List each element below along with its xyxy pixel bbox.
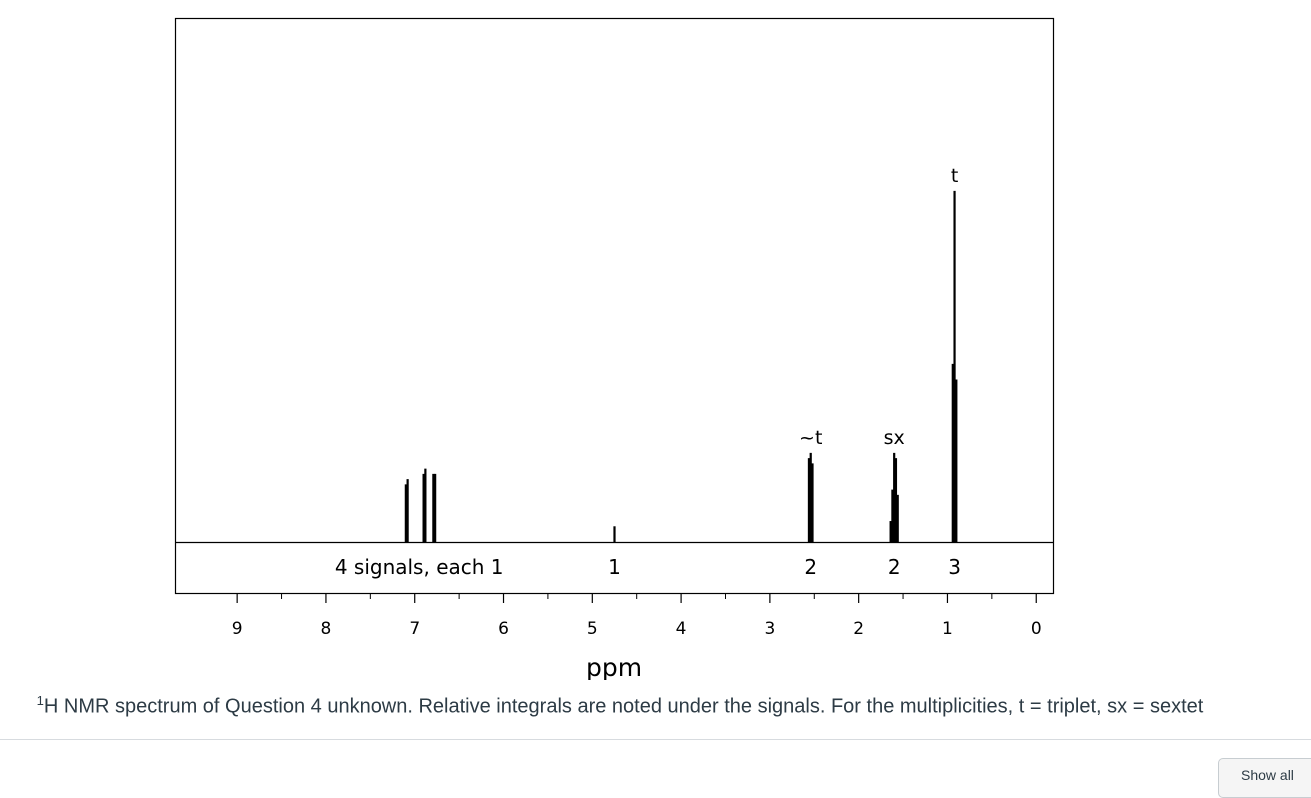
integral-labels: 4 signals, each 1 1 2 2 3 <box>335 555 961 579</box>
figure-caption: 1H NMR spectrum of Question 4 unknown. R… <box>20 684 1220 724</box>
multiplicity-label: ~t <box>799 427 822 449</box>
integral-label: 2 <box>888 555 901 579</box>
integral-label: 1 <box>608 555 621 579</box>
x-axis: 9 8 7 6 5 4 3 2 1 0 <box>232 593 1042 639</box>
integral-label: 2 <box>804 555 817 579</box>
x-tick-label: 1 <box>942 619 953 639</box>
peak-annotations: ~t sx t <box>799 165 958 449</box>
multiplicity-label: t <box>951 165 958 187</box>
integral-label: 3 <box>948 555 961 579</box>
content-divider <box>0 739 1311 740</box>
caption-superscript: 1 <box>36 693 44 708</box>
nmr-spectrum-chart: ~t sx t 4 signals, each 1 1 2 2 3 9 8 7 6 5 4 3 2 1 0 p… <box>174 17 1055 680</box>
x-tick-label: 8 <box>321 619 332 639</box>
integral-label: 4 signals, each 1 <box>335 555 504 579</box>
x-tick-label: 2 <box>853 619 864 639</box>
caption-text: H NMR spectrum of Question 4 unknown. Re… <box>43 695 1204 718</box>
show-all-button[interactable]: Show all <box>1218 758 1311 798</box>
x-tick-label: 9 <box>232 619 243 639</box>
x-tick-label: 6 <box>498 619 509 639</box>
x-tick-label: 0 <box>1031 619 1042 639</box>
x-axis-label: ppm <box>586 653 642 680</box>
spectrum-frame <box>174 17 1055 595</box>
x-tick-label: 3 <box>764 619 775 639</box>
spectrum-peaks <box>404 190 958 542</box>
x-tick-label: 5 <box>587 619 598 639</box>
multiplicity-label: sx <box>884 427 905 449</box>
x-tick-label: 4 <box>676 619 687 639</box>
x-tick-label: 7 <box>409 619 420 639</box>
